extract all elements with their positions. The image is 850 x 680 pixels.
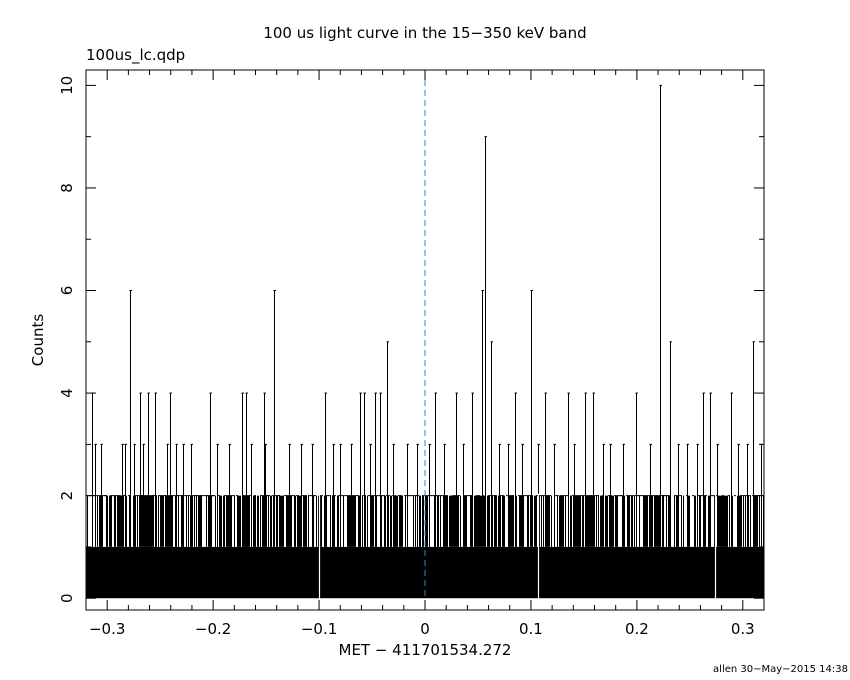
y-axis-label: Counts: [29, 314, 47, 367]
x-tick-label: 0.3: [731, 620, 755, 638]
y-tick-label: 0: [58, 593, 76, 603]
x-tick-label: −0.3: [89, 620, 125, 638]
x-tick-label: 0.1: [519, 620, 543, 638]
y-tick-label: 8: [58, 183, 76, 193]
y-tick-label: 2: [58, 491, 76, 501]
x-tick-label: −0.2: [195, 620, 231, 638]
chart-title: 100 us light curve in the 15−350 keV ban…: [263, 24, 586, 42]
tick-labels-layer: −0.3 −0.2 −0.1 0 0.1 0.2 0.3 0 2 4 6 8 10: [58, 76, 755, 638]
y-tick-label: 10: [58, 76, 76, 95]
x-tick-label: 0: [420, 620, 430, 638]
x-tick-label: 0.2: [625, 620, 649, 638]
ticks-layer: [85, 70, 765, 610]
y-tick-label: 4: [58, 388, 76, 398]
x-axis-label: MET − 411701534.272: [339, 641, 512, 659]
credit-label: allen 30−May−2015 14:38: [713, 664, 848, 675]
x-tick-label: −0.1: [301, 620, 337, 638]
file-label: 100us_lc.qdp: [86, 46, 185, 65]
y-tick-label: 6: [58, 286, 76, 296]
